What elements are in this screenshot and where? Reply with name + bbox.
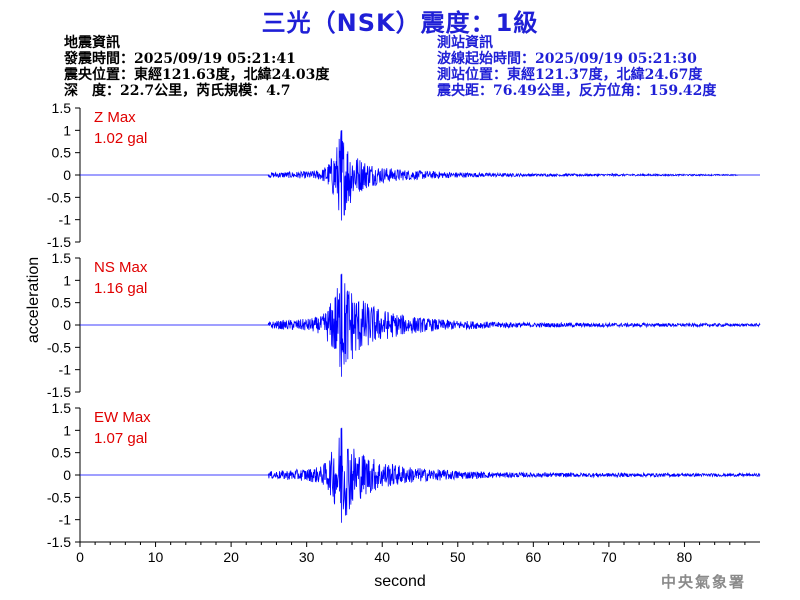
y-tick-label: -0.5 [47,189,71,205]
distance-azimuth: 震央距：76.49公里，反方位角：159.42度 [437,83,717,99]
origin-time: 發震時間：2025/09/19 05:21:41 [64,51,296,67]
waveform-ns [80,273,761,377]
x-tick-label: 10 [148,549,164,565]
waveform-ew [80,427,761,523]
x-tick-label: 20 [223,549,239,565]
x-tick-label: 50 [450,549,466,565]
max-value: 1.16 gal [94,280,147,297]
x-axis-title: second [374,573,426,590]
x-tick-label: 80 [677,549,693,565]
max-label: NS Max [94,259,148,276]
y-axis-title: acceleration [25,257,42,343]
y-tick-label: 0.5 [52,295,72,311]
y-tick-label: 0.5 [52,145,72,161]
y-tick-label: -1 [59,512,72,528]
y-tick-label: -1.5 [47,234,71,250]
agency-label: 中央氣象署 [660,573,746,591]
y-tick-label: 1 [63,122,71,138]
epicenter-location: 震央位置：東經121.63度，北緯24.03度 [64,67,330,83]
x-tick-label: 60 [526,549,542,565]
station-location: 測站位置：東經121.37度，北緯24.67度 [437,67,703,83]
y-tick-label: -1.5 [47,534,71,550]
x-tick-label: 70 [601,549,617,565]
y-tick-label: -0.5 [47,489,71,505]
station-info: 測站資訊 波線起始時間：2025/09/19 05:21:30 測站位置：東經1… [437,35,716,99]
page-title: 三光（NSK）震度：1級 [261,9,539,37]
y-tick-label: 0 [63,467,71,483]
earthquake-info: 地震資訊 發震時間：2025/09/19 05:21:41 震央位置：東經121… [64,35,329,99]
station-info-heading: 測站資訊 [437,35,493,51]
y-tick-label: 1.5 [52,250,72,266]
waveform-z [80,130,760,221]
max-label: EW Max [94,409,151,426]
max-label: Z Max [94,109,136,126]
x-tick-label: 30 [299,549,315,565]
x-tick-label: 0 [76,549,84,565]
y-tick-label: -1 [59,212,72,228]
y-tick-label: 0 [63,167,71,183]
y-tick-label: 1 [63,422,71,438]
y-tick-label: -1 [59,362,72,378]
max-value: 1.07 gal [94,430,147,447]
y-tick-label: 0 [63,317,71,333]
earthquake-info-heading: 地震資訊 [64,35,120,51]
max-value: 1.02 gal [94,130,147,147]
y-tick-label: 1.5 [52,400,72,416]
y-tick-label: 1.5 [52,100,72,116]
y-tick-label: 1 [63,272,71,288]
y-tick-label: -0.5 [47,339,71,355]
depth-magnitude: 深 度：22.7公里，芮氏規模：4.7 [64,83,291,99]
x-tick-label: 40 [374,549,390,565]
y-tick-label: 0.5 [52,445,72,461]
y-tick-label: -1.5 [47,384,71,400]
wave-start-time: 波線起始時間：2025/09/19 05:21:30 [437,51,697,67]
